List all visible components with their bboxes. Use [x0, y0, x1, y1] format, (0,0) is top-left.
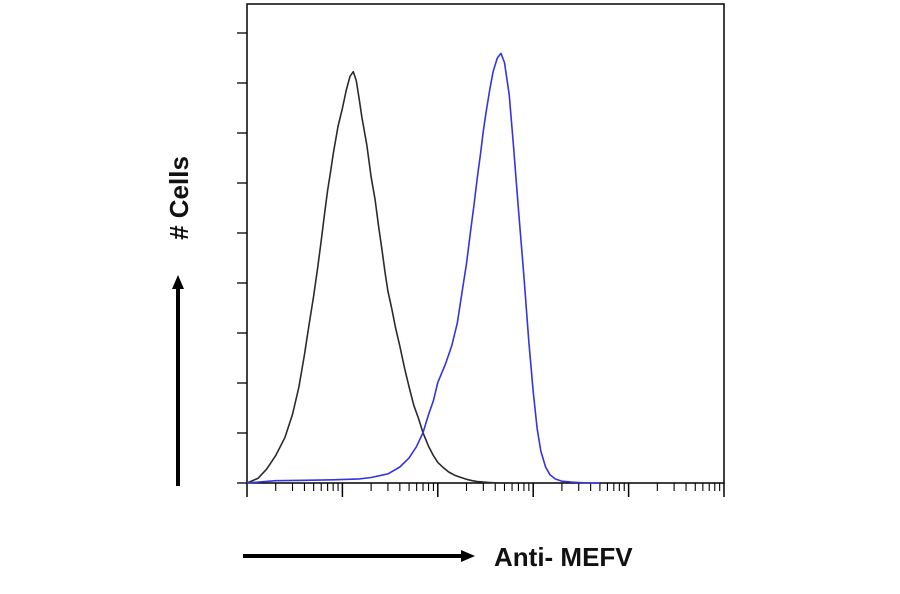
plot-frame [246, 3, 725, 484]
y-axis-label: # Cells [164, 156, 194, 240]
series-layer [246, 52, 600, 484]
x-axis-ticks [246, 483, 725, 497]
series-line-2 [246, 52, 600, 484]
x-axis-label: Anti- MEFV [494, 542, 633, 572]
y-axis-ticks [237, 32, 247, 484]
series-line-1 [246, 70, 512, 484]
